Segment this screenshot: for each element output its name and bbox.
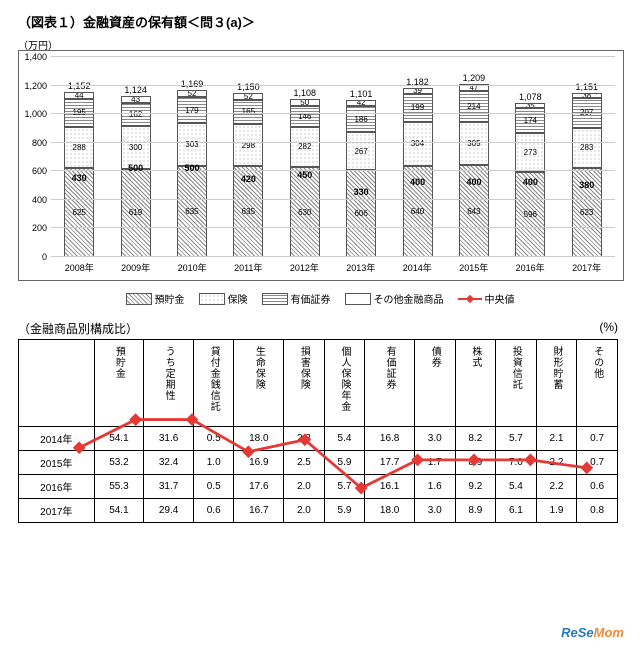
composition-table: 預貯金うち定期性貸付金銭信託生命保険損害保険個人保険年金有価証券債券株式投資信託… [18,339,618,523]
table-header-row: 預貯金うち定期性貸付金銭信託生命保険損害保険個人保険年金有価証券債券株式投資信託… [19,340,618,427]
y-axis: 02004006008001,0001,2001,400 [23,57,49,257]
stacked-bar-chart: 02004006008001,0001,2001,400 1,152625288… [51,57,615,257]
chart-title: （図表１）金融資産の保有額＜問３(a)＞ [18,12,622,31]
x-axis-labels: 2008年2009年2010年2011年2012年2013年2014年2015年… [51,261,615,274]
table-unit: (%) [599,320,618,337]
table-title: （金融商品別構成比） [18,320,138,337]
chart-container: 02004006008001,0001,2001,400 1,152625288… [18,50,624,281]
legend: 預貯金保険有価証券その他金融商品中央値 [18,291,622,306]
table-title-row: （金融商品別構成比） (%) [18,320,618,337]
watermark: ReSeMom [561,625,624,640]
table-body: 2014年54.131.60.518.02.35.416.83.08.25.72… [19,427,618,523]
